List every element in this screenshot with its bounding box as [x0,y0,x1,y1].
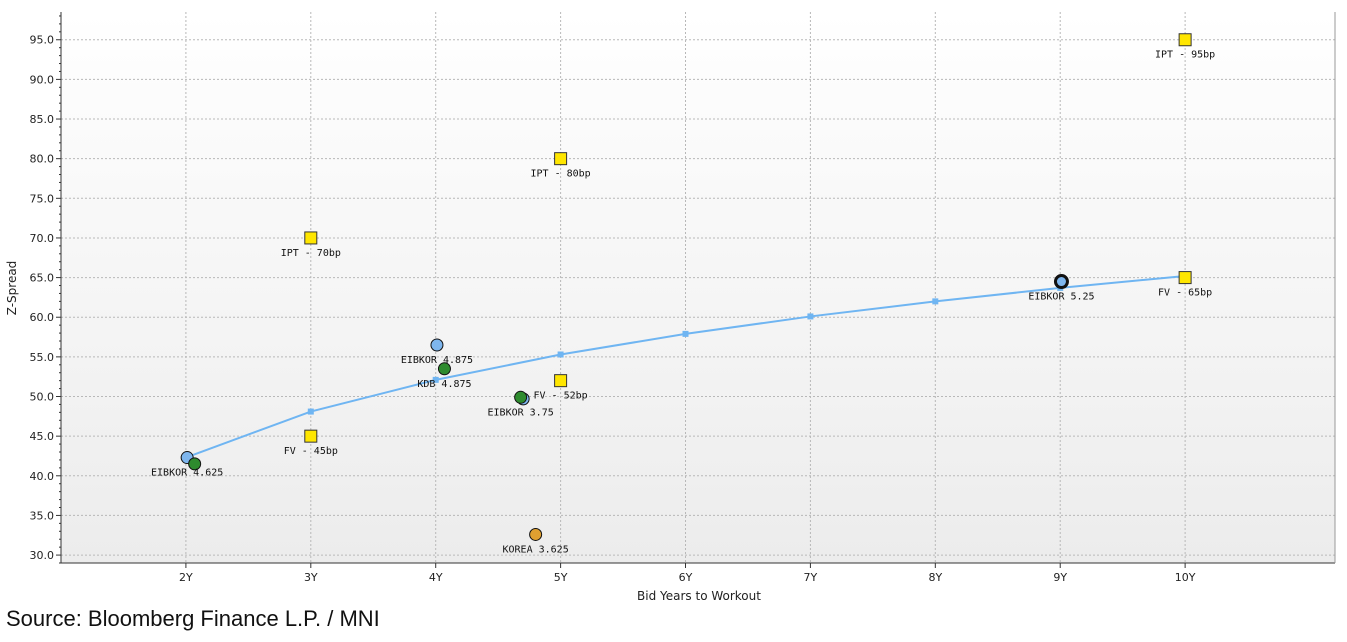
curve-point [307,408,314,415]
curve-point [682,330,689,337]
circle-label: EIBKOR 4.625 [151,468,223,479]
y-tick-label: 85.0 [30,113,55,126]
y-tick-label: 55.0 [30,351,55,364]
circle-marker [437,362,451,376]
circle-label: EIBKOR 4.875 [401,355,473,366]
square-label: IPT - 95bp [1155,50,1215,61]
square-label: FV - 52bp [534,391,588,402]
circle-label: EIBKOR 5.25 [1028,292,1094,303]
square-label: IPT - 70bp [281,248,341,259]
grid [61,12,1335,563]
square-label: IPT - 80bp [530,169,590,180]
square-marker [1178,271,1192,285]
circle-label: KDB 4.875 [417,379,471,390]
x-tick-label: 6Y [679,571,693,584]
y-tick-label: 70.0 [30,232,55,245]
square-marker [304,429,318,443]
y-tick-label: 80.0 [30,153,55,166]
y-tick-label: 60.0 [30,311,55,324]
x-tick-label: 2Y [179,571,193,584]
curve-point [432,376,439,383]
y-tick-label: 90.0 [30,73,55,86]
point-labels: IPT - 70bp FV - 45bp IPT - 80bp FV - 52bp IP… [151,50,1215,556]
square-marker [1178,33,1192,47]
x-axis-title: Bid Years to Workout [637,589,761,603]
square-marker [554,374,568,388]
y-tick-label: 75.0 [30,192,55,205]
circle-marker [529,527,543,541]
x-tick-label: 5Y [554,571,568,584]
x-tick-label: 8Y [928,571,942,584]
y-tick-label: 45.0 [30,430,55,443]
circle-marker [430,338,444,352]
spread-chart: 30.0 35.0 40.0 45.0 50.0 55.0 60.0 65.0 70.0 75.0… [5,12,1336,603]
y-tick-label: 50.0 [30,391,55,404]
curve-point [807,313,814,320]
square-label: FV - 65bp [1158,288,1212,299]
circle-label: KOREA 3.625 [503,544,569,555]
ticks: 30.0 35.0 40.0 45.0 50.0 55.0 60.0 65.0 70.0 75.0… [30,15,1196,584]
y-tick-label: 35.0 [30,509,55,522]
x-tick-label: 10Y [1175,571,1196,584]
x-tick-label: 4Y [429,571,443,584]
curve-point [932,298,939,305]
circle-marker [1053,274,1069,290]
curve-point [557,351,564,358]
square-label: FV - 45bp [284,446,338,457]
circle-label: EIBKOR 3.75 [488,407,554,418]
markers [180,33,1192,541]
x-tick-label: 7Y [804,571,818,584]
y-axis-title: Z-Spread [5,261,19,316]
circle-marker [188,457,202,471]
x-tick-label: 3Y [304,571,318,584]
y-tick-label: 65.0 [30,272,55,285]
x-tick-label: 9Y [1053,571,1067,584]
y-tick-label: 30.0 [30,549,55,562]
circle-marker [514,390,528,404]
source-caption: Source: Bloomberg Finance L.P. / MNI [6,606,380,631]
square-marker [554,152,568,166]
axes [60,12,1336,564]
y-tick-label: 95.0 [30,34,55,47]
y-tick-label: 40.0 [30,470,55,483]
plot-background [61,12,1335,563]
square-marker [304,231,318,245]
